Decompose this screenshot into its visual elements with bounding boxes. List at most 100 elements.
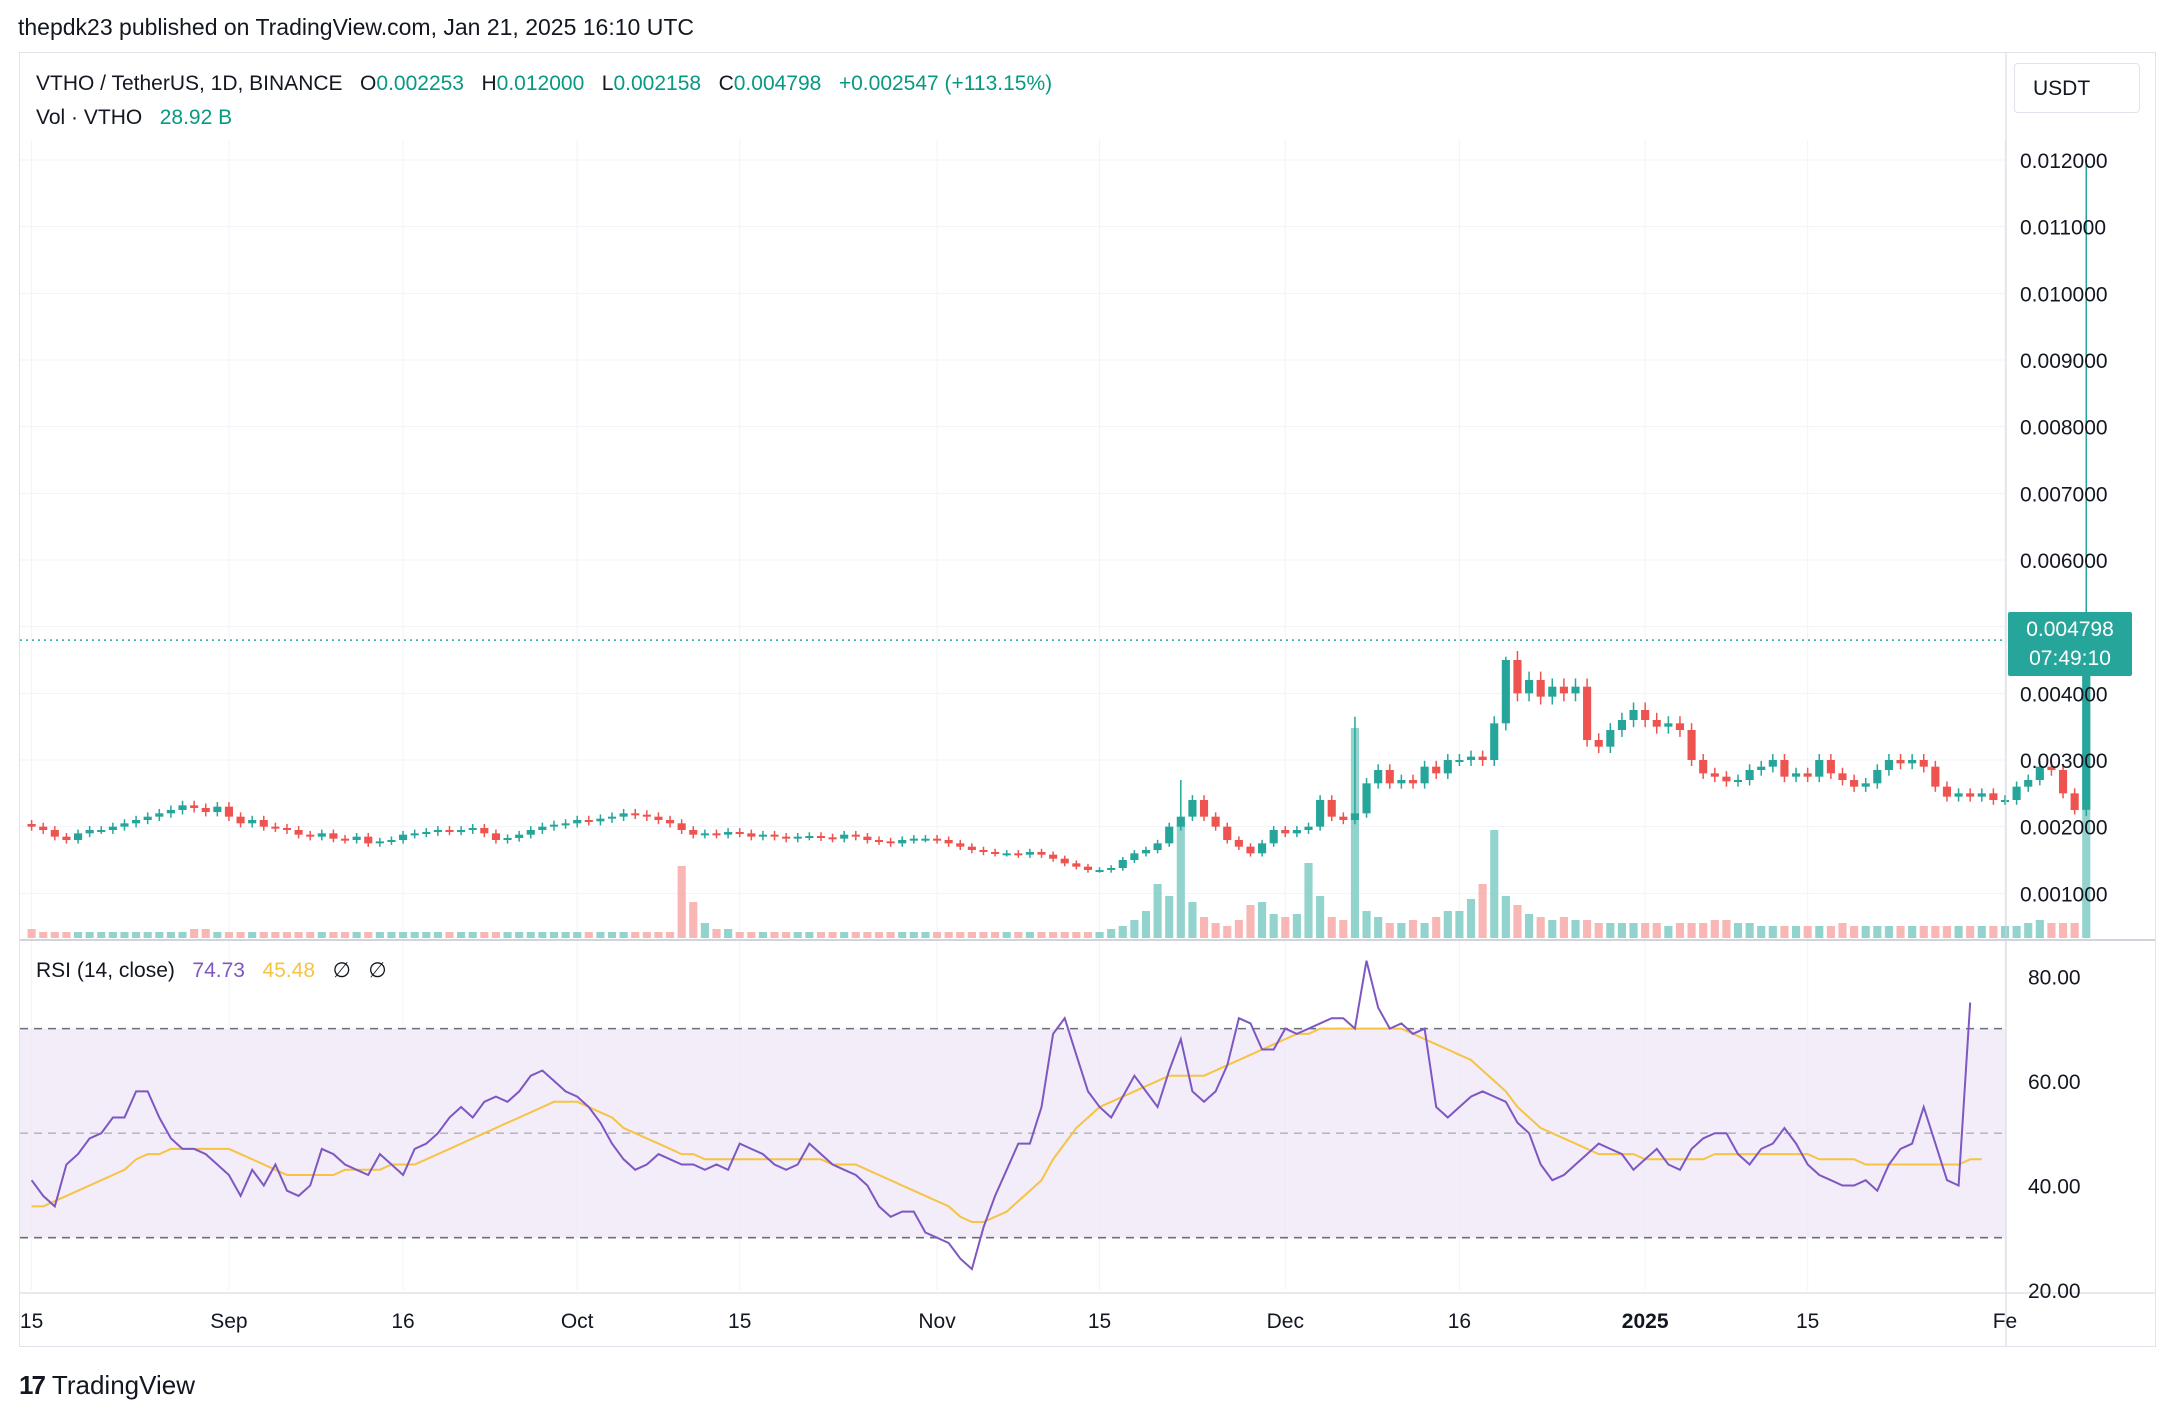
volume-bar	[631, 932, 640, 938]
volume-bar	[770, 932, 779, 938]
candle-body	[1710, 773, 1719, 777]
candle-body	[607, 816, 617, 819]
volume-bar	[213, 932, 222, 938]
volume-bar	[1292, 914, 1301, 938]
last-price-value: 0.004798	[2026, 618, 2114, 641]
volume-bar	[886, 932, 895, 938]
time-tick-label: Oct	[561, 1310, 594, 1333]
candle-body	[1931, 766, 1940, 787]
rsi-ma-value: 45.48	[262, 959, 316, 982]
candle-body	[1687, 730, 1696, 760]
volume-bar	[1490, 830, 1499, 938]
candle-body	[1130, 853, 1139, 860]
volume-bar	[97, 932, 106, 938]
volume-bar	[584, 932, 593, 938]
volume-bar	[1919, 926, 1928, 938]
ohlc-legend: VTHO / TetherUS, 1D, BINANCE O0.002253 H…	[36, 72, 1052, 96]
volume-bar	[526, 932, 535, 938]
candle-body	[259, 820, 268, 827]
candle-body	[1629, 710, 1638, 720]
candle-body	[979, 850, 988, 852]
candle-body	[50, 830, 59, 837]
volume-bar	[73, 932, 83, 938]
volume-bar	[1234, 920, 1243, 938]
candle-body	[1780, 760, 1789, 777]
price-tick-label: 0.002000	[2020, 817, 2108, 840]
volume-bar	[724, 929, 733, 938]
rsi-label[interactable]: RSI (14, close)	[36, 959, 175, 982]
candle-body	[2070, 793, 2079, 810]
volume-bar	[1130, 920, 1139, 938]
volume-bar	[1060, 932, 1069, 938]
candle-body	[1141, 850, 1151, 854]
rsi-band	[20, 1027, 2005, 1239]
volume-bar	[1049, 932, 1058, 938]
volume-bar	[863, 932, 872, 938]
volume-bar	[561, 932, 570, 938]
rsi-empty-2: ∅	[368, 959, 387, 982]
candle-body	[1223, 826, 1232, 840]
candle-body	[526, 830, 535, 835]
price-tick-label: 0.006000	[2020, 550, 2108, 573]
volume-bar	[143, 932, 152, 938]
tradingview-logo[interactable]: 17 TradingView	[19, 1370, 195, 1401]
price-tick-label: 0.001000	[2020, 883, 2108, 906]
candle-body	[689, 830, 698, 835]
volume-bar	[480, 932, 489, 938]
volume-bar	[329, 932, 338, 938]
candle-body	[1374, 770, 1383, 784]
candle-body	[1420, 766, 1429, 784]
candle-body	[1768, 760, 1777, 767]
candle-body	[1548, 686, 1557, 697]
candle-body	[1803, 773, 1812, 777]
candle-body	[1014, 853, 1023, 856]
candle-body	[573, 820, 582, 824]
candle-body	[735, 832, 744, 834]
volume-bar	[1107, 929, 1116, 938]
low-value: 0.002158	[613, 72, 702, 95]
volume-bar	[1374, 917, 1383, 938]
volume-bar	[816, 932, 826, 938]
volume-bar	[1095, 932, 1104, 938]
candle-body	[271, 826, 280, 829]
candle-body	[445, 830, 454, 832]
symbol-label[interactable]: VTHO / TetherUS, 1D, BINANCE	[36, 72, 343, 95]
candle-body	[317, 833, 326, 837]
rsi-value: 74.73	[192, 959, 245, 982]
volume-bar	[1675, 923, 1685, 938]
volume-bar	[1269, 914, 1278, 938]
candle-body	[503, 838, 512, 840]
volume-label[interactable]: Vol · VTHO	[36, 106, 143, 129]
candle-body	[1559, 686, 1568, 694]
volume-bar	[2035, 920, 2044, 938]
candle-body	[1791, 773, 1801, 777]
candle-body	[73, 833, 83, 840]
volume-bar	[1246, 905, 1255, 938]
volume-bar	[538, 932, 547, 938]
volume-bar	[190, 929, 199, 938]
volume-bar	[62, 932, 71, 938]
volume-bar	[1525, 914, 1534, 938]
volume-bar	[50, 932, 59, 938]
volume-bar	[1664, 926, 1673, 938]
volume-bar	[1757, 926, 1766, 938]
volume-bar	[108, 932, 117, 938]
price-tick-label: 0.008000	[2020, 417, 2108, 440]
volume-bar	[85, 932, 94, 938]
volume-bar	[1815, 926, 1824, 938]
candle-body	[224, 806, 234, 817]
currency-button[interactable]: USDT	[2014, 63, 2140, 113]
volume-bar	[1548, 920, 1557, 938]
volume-bar	[352, 932, 361, 938]
candle-body	[1513, 660, 1522, 694]
volume-bar	[1791, 926, 1801, 938]
candle-body	[596, 818, 605, 822]
rsi-empty-1: ∅	[332, 959, 351, 982]
volume-bar	[457, 932, 466, 938]
published-byline: thepdk23 published on TradingView.com, J…	[18, 14, 694, 40]
volume-bar	[956, 932, 965, 938]
candle-body	[2058, 770, 2068, 794]
candle-body	[39, 826, 48, 830]
candle-body	[1362, 783, 1371, 814]
